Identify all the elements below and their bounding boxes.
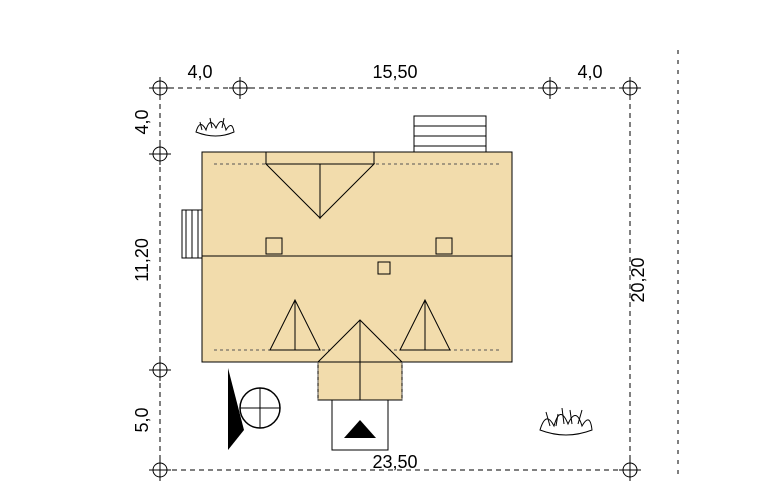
side-porch [182,210,202,258]
marker [149,143,171,165]
marker [619,459,641,481]
dim-left-2: 11,20 [132,238,152,282]
dim-bottom-1: 23,50 [372,452,417,472]
marker [149,359,171,381]
marker [229,77,251,99]
bush-icon-1 [196,118,234,136]
marker [539,77,561,99]
dim-left-3: 5,0 [132,407,152,432]
bush-icon-2 [540,408,592,435]
chimney [414,116,486,154]
compass-icon [228,368,280,450]
site-plan: 4,0 15,50 4,0 4,0 11,20 5,0 20,20 23,50 [0,0,780,503]
vent-2 [378,262,390,274]
vent-3 [436,238,452,254]
dim-right-1: 20,20 [628,257,648,302]
vent-1 [266,238,282,254]
dim-left-1: 4,0 [132,109,152,134]
marker [149,459,171,481]
dim-top-1: 4,0 [187,62,212,82]
dim-top-2: 15,50 [372,62,417,82]
dim-top-3: 4,0 [577,62,602,82]
marker [149,77,171,99]
marker [619,77,641,99]
